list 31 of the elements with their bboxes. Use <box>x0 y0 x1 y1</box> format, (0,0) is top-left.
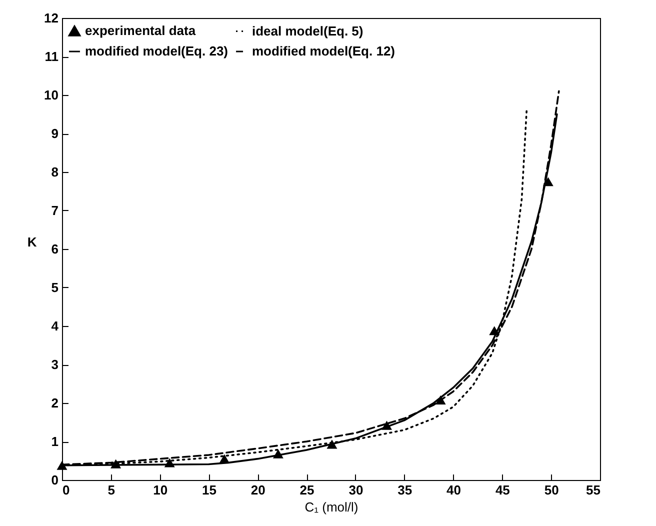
x-tick-label: 50 <box>544 482 559 498</box>
y-tick-label: 10 <box>44 88 58 102</box>
y-tick-label: 6 <box>51 242 58 256</box>
y-tick-label: 4 <box>51 318 60 334</box>
y-tick-label: 1 <box>51 434 58 449</box>
y-tick-label: 5 <box>51 280 58 295</box>
x-tick-label: 5 <box>108 482 116 498</box>
x-tick-label: 15 <box>202 482 216 498</box>
x-tick-label: 45 <box>495 482 510 498</box>
legend-label: modified model(Eq. 23) <box>85 44 228 58</box>
y-axis-title: K <box>27 234 38 250</box>
y-tick-label: 9 <box>51 126 58 141</box>
x-tick-label: 25 <box>300 482 314 498</box>
x-tick-label: 20 <box>250 482 266 498</box>
y-tick-label: 7 <box>51 203 58 218</box>
x-tick-label: 0 <box>62 482 70 498</box>
x-tick-label: 55 <box>586 482 600 498</box>
y-tick-label: 12 <box>44 10 58 26</box>
x-tick-label: 10 <box>153 482 168 498</box>
legend-label: modified model(Eq. 12) <box>252 44 396 58</box>
x-tick-label: 30 <box>348 482 364 498</box>
legend-label: experimental data <box>85 22 196 38</box>
x-axis-title: C₁ (mol/l) <box>304 500 358 514</box>
x-tick-label: 35 <box>398 482 412 498</box>
y-tick-label: 0 <box>51 472 58 488</box>
legend-label: ideal model(Eq. 5) <box>252 23 364 38</box>
y-tick-label: 8 <box>51 164 58 180</box>
x-tick-label: 40 <box>446 482 462 498</box>
y-tick-label: 2 <box>51 396 58 410</box>
y-tick-label: 11 <box>44 49 58 64</box>
y-tick-label: 3 <box>51 357 58 372</box>
